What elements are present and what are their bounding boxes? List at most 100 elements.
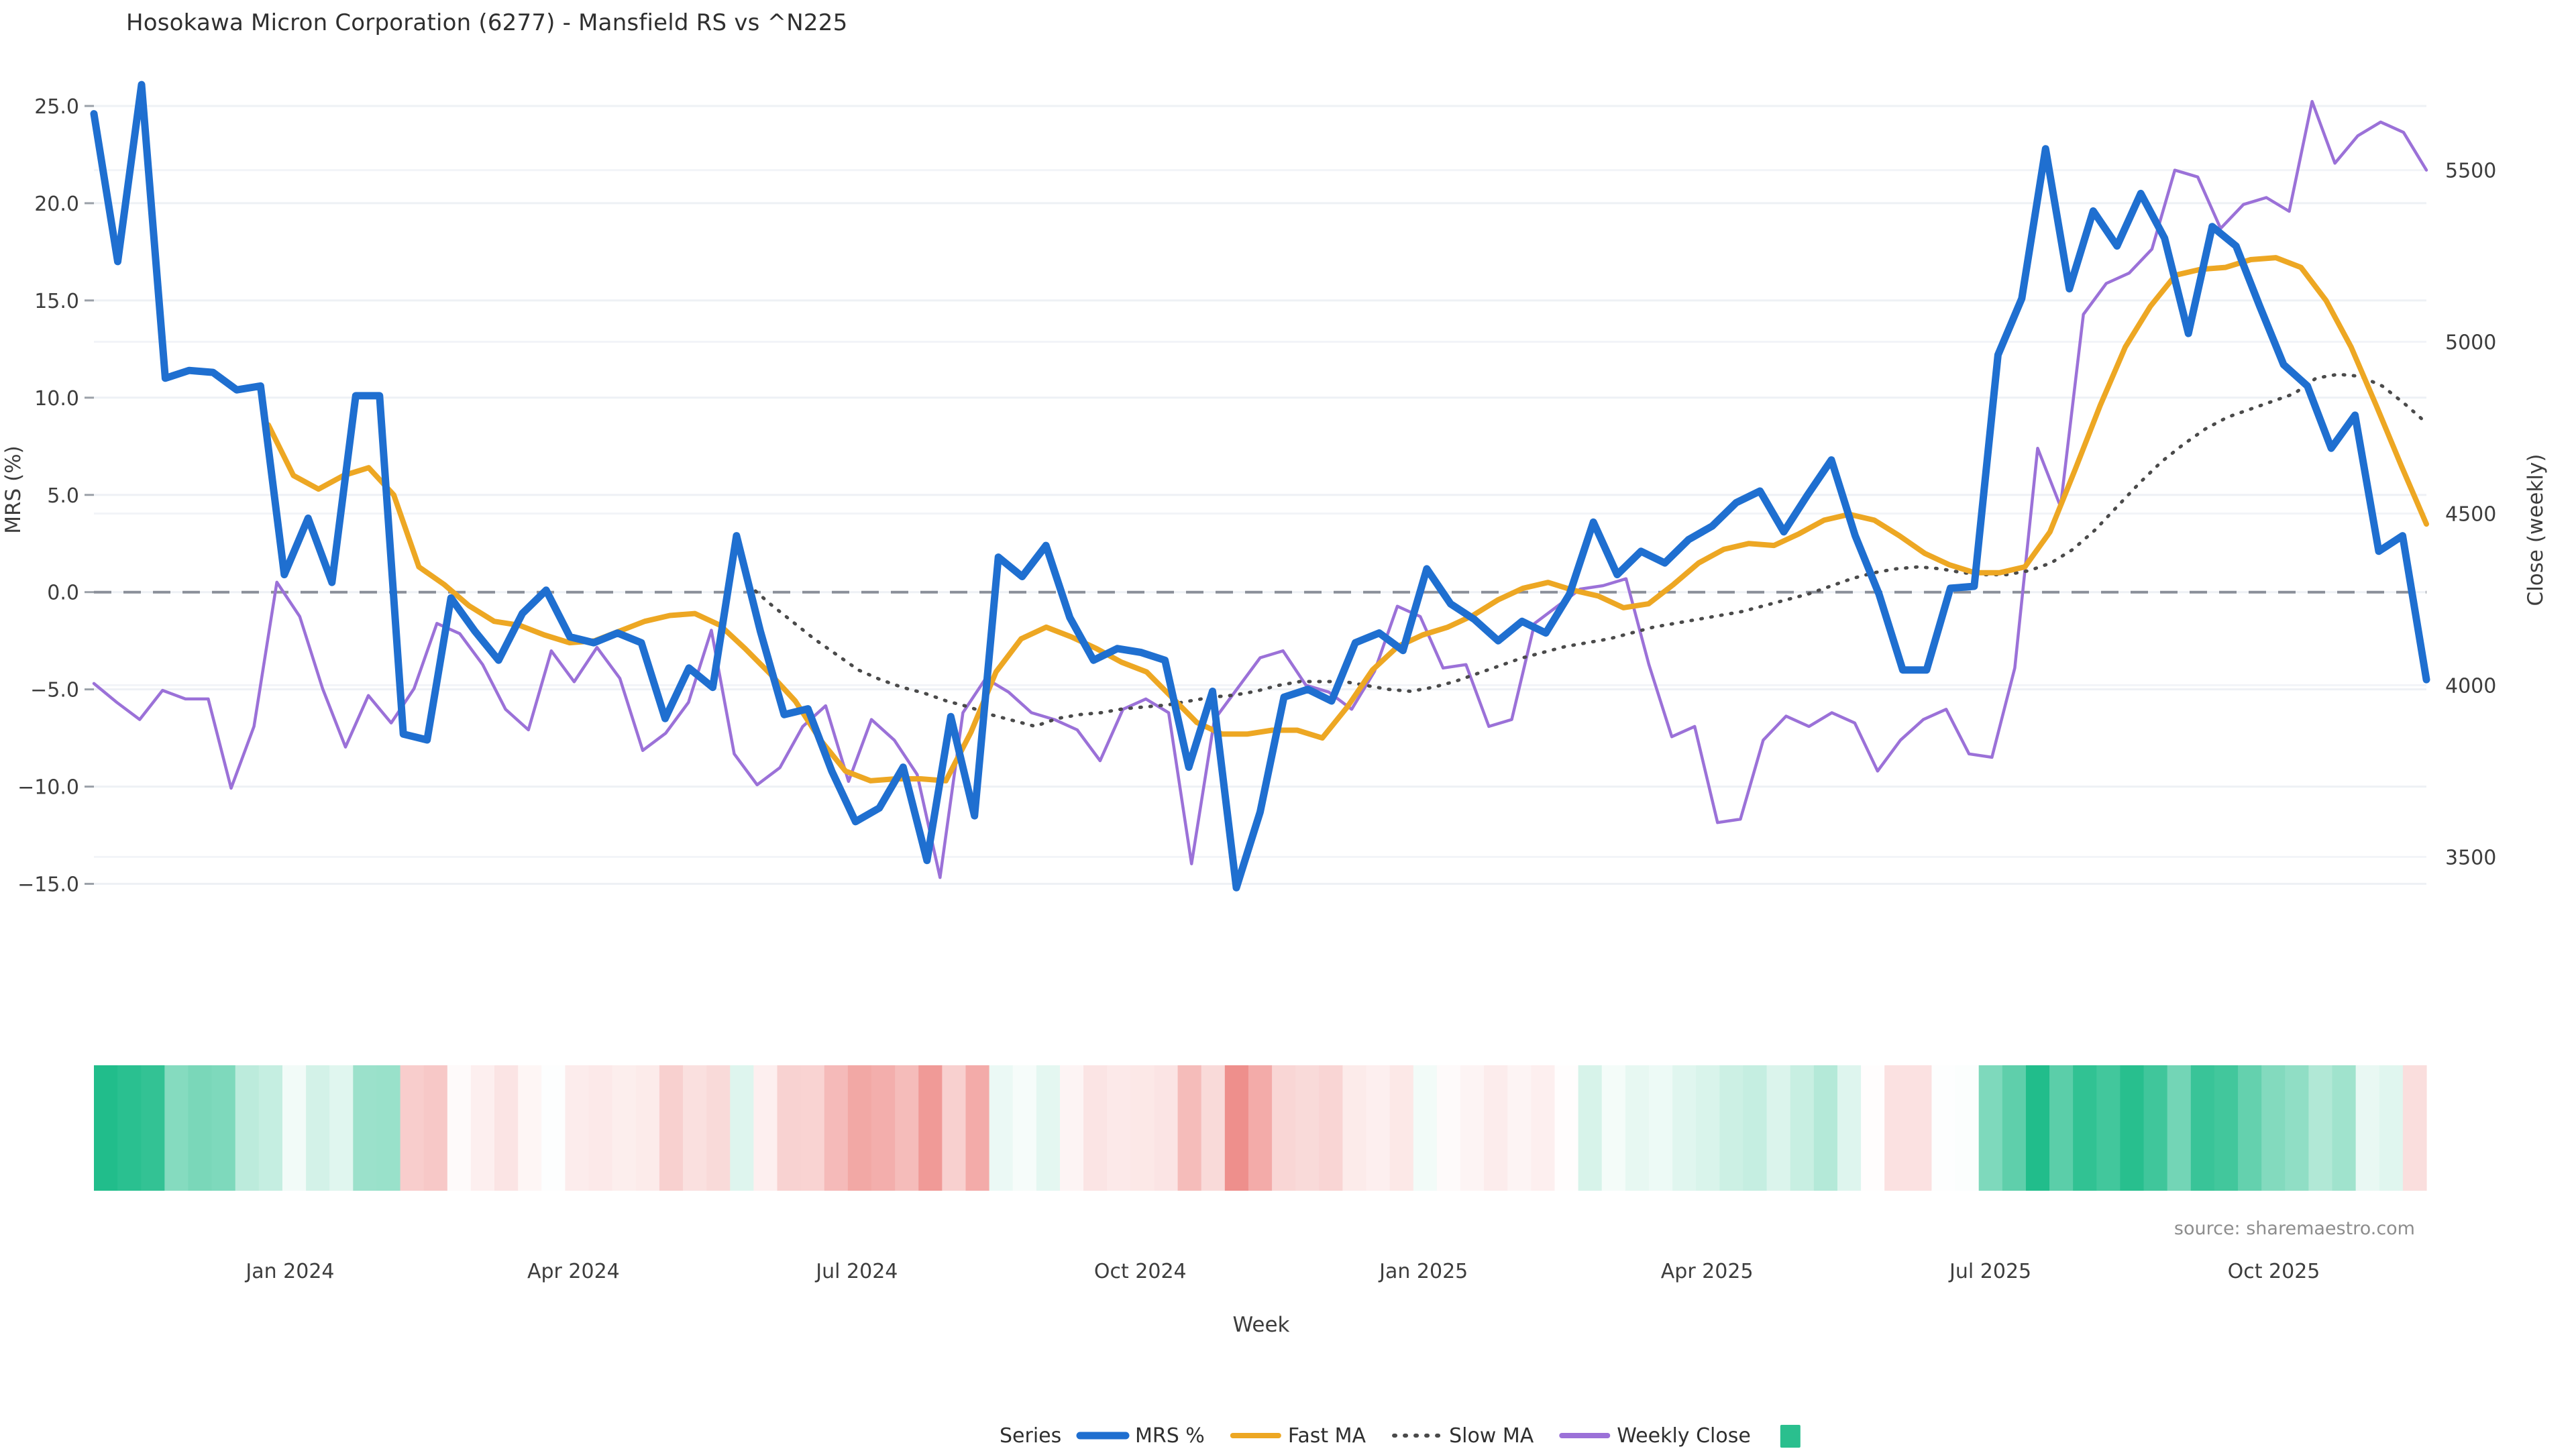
heatmap-band	[965, 1065, 990, 1191]
heatmap-band	[1790, 1065, 1815, 1191]
heatmap-band	[1719, 1065, 1744, 1191]
heatmap-band	[376, 1065, 401, 1191]
heatmap-band	[2096, 1065, 2121, 1191]
heatmap-band	[777, 1065, 802, 1191]
heatmap-band	[1130, 1065, 1155, 1191]
heatmap-band	[730, 1065, 754, 1191]
heatmap-band	[659, 1065, 684, 1191]
heatmap-band	[353, 1065, 378, 1191]
x-tick-label: Oct 2025	[2228, 1260, 2320, 1283]
y-tick-label: 10.0	[34, 387, 79, 411]
right-axis-title: Close (weekly)	[2524, 454, 2548, 606]
heatmap-band	[1931, 1065, 1956, 1191]
x-axis-tick-labels: Jan 2024 Apr 2024 Jul 2024 Oct 2024 Jan 2025…	[244, 1260, 2320, 1283]
legend-label-weekly-close[interactable]: Weekly Close	[1617, 1424, 1751, 1448]
y-tick-label: 20.0	[34, 193, 79, 216]
right-tick-label: 3500	[2445, 846, 2496, 869]
heatmap-band	[2190, 1065, 2215, 1191]
heatmap-band	[1389, 1065, 1414, 1191]
heatmap-band	[1743, 1065, 1768, 1191]
heatmap-band	[1366, 1065, 1391, 1191]
chart-legend[interactable]: Series MRS % Fast MA Slow MA Weekly Close	[1000, 1424, 1801, 1448]
heatmap-band	[824, 1065, 849, 1191]
heatmap-band	[1272, 1065, 1296, 1191]
x-tick-label: Apr 2025	[1661, 1260, 1754, 1283]
mrs-heatmap-strip	[94, 1065, 2427, 1191]
heatmap-band	[1484, 1065, 1508, 1191]
heatmap-band	[1578, 1065, 1603, 1191]
heatmap-band	[1012, 1065, 1037, 1191]
x-tick-label: Jul 2025	[1948, 1260, 2031, 1283]
x-tick-label: Jul 2024	[814, 1260, 898, 1283]
heatmap-band	[117, 1065, 142, 1191]
y-tick-label: −15.0	[17, 873, 79, 897]
heatmap-band	[2120, 1065, 2145, 1191]
legend-title: Series	[1000, 1424, 1061, 1448]
heatmap-band	[2308, 1065, 2333, 1191]
heatmap-band	[683, 1065, 707, 1191]
heatmap-band	[423, 1065, 448, 1191]
heatmap-band	[1059, 1065, 1084, 1191]
heatmap-band	[847, 1065, 872, 1191]
heatmap-band	[918, 1065, 943, 1191]
heatmap-band	[1625, 1065, 1650, 1191]
source-watermark: source: sharemaestro.com	[2174, 1218, 2415, 1239]
heatmap-band	[1107, 1065, 1131, 1191]
heatmap-band	[1978, 1065, 2003, 1191]
heatmap-band	[1601, 1065, 1626, 1191]
heatmap-band	[706, 1065, 731, 1191]
heatmap-band	[1036, 1065, 1061, 1191]
legend-label-mrs-[interactable]: MRS %	[1135, 1424, 1205, 1448]
heatmap-band	[2002, 1065, 2027, 1191]
heatmap-band	[282, 1065, 307, 1191]
heatmap-band	[518, 1065, 542, 1191]
heatmap-band	[2379, 1065, 2404, 1191]
heatmap-band	[188, 1065, 213, 1191]
heatmap-band	[1955, 1065, 1980, 1191]
heatmap-band	[1177, 1065, 1202, 1191]
heatmap-band	[1554, 1065, 1579, 1191]
heatmap-band	[329, 1065, 354, 1191]
heatmap-band	[942, 1065, 967, 1191]
heatmap-band	[1884, 1065, 1909, 1191]
heatmap-band	[1413, 1065, 1438, 1191]
heatmap-band	[1837, 1065, 1862, 1191]
heatmap-band	[2238, 1065, 2262, 1191]
x-tick-label: Jan 2024	[244, 1260, 334, 1283]
heatmap-band	[2355, 1065, 2380, 1191]
legend-swatch-strength[interactable]	[1780, 1425, 1801, 1448]
heatmap-band	[895, 1065, 919, 1191]
heatmap-band	[1507, 1065, 1532, 1191]
heatmap-band	[2285, 1065, 2309, 1191]
heatmap-band	[2167, 1065, 2192, 1191]
heatmap-band	[1696, 1065, 1720, 1191]
legend-label-fast-ma[interactable]: Fast MA	[1288, 1424, 1366, 1448]
heatmap-band	[753, 1065, 778, 1191]
y-tick-label: −5.0	[30, 679, 79, 702]
right-tick-label: 5000	[2445, 331, 2496, 355]
heatmap-band	[1201, 1065, 1226, 1191]
heatmap-band	[1154, 1065, 1179, 1191]
heatmap-band	[1460, 1065, 1485, 1191]
series-fast-ma-line	[266, 255, 2429, 784]
y-tick-label: −10.0	[17, 776, 79, 800]
horizontal-gridlines	[94, 105, 2426, 885]
heatmap-band	[871, 1065, 896, 1191]
right-tick-label: 4500	[2445, 502, 2496, 526]
x-tick-label: Oct 2024	[1094, 1260, 1187, 1283]
heatmap-band	[211, 1065, 236, 1191]
heatmap-band	[1342, 1065, 1367, 1191]
heatmap-band	[1083, 1065, 1108, 1191]
heatmap-band	[400, 1065, 425, 1191]
heatmap-band	[141, 1065, 165, 1191]
heatmap-band	[989, 1065, 1014, 1191]
right-tick-label: 4000	[2445, 674, 2496, 698]
x-axis-title: Week	[1233, 1313, 1290, 1337]
heatmap-band	[588, 1065, 613, 1191]
right-tick-label: 5500	[2445, 160, 2496, 183]
heatmap-band	[2049, 1065, 2074, 1191]
heatmap-band	[1436, 1065, 1461, 1191]
legend-label-slow-ma[interactable]: Slow MA	[1449, 1424, 1534, 1448]
